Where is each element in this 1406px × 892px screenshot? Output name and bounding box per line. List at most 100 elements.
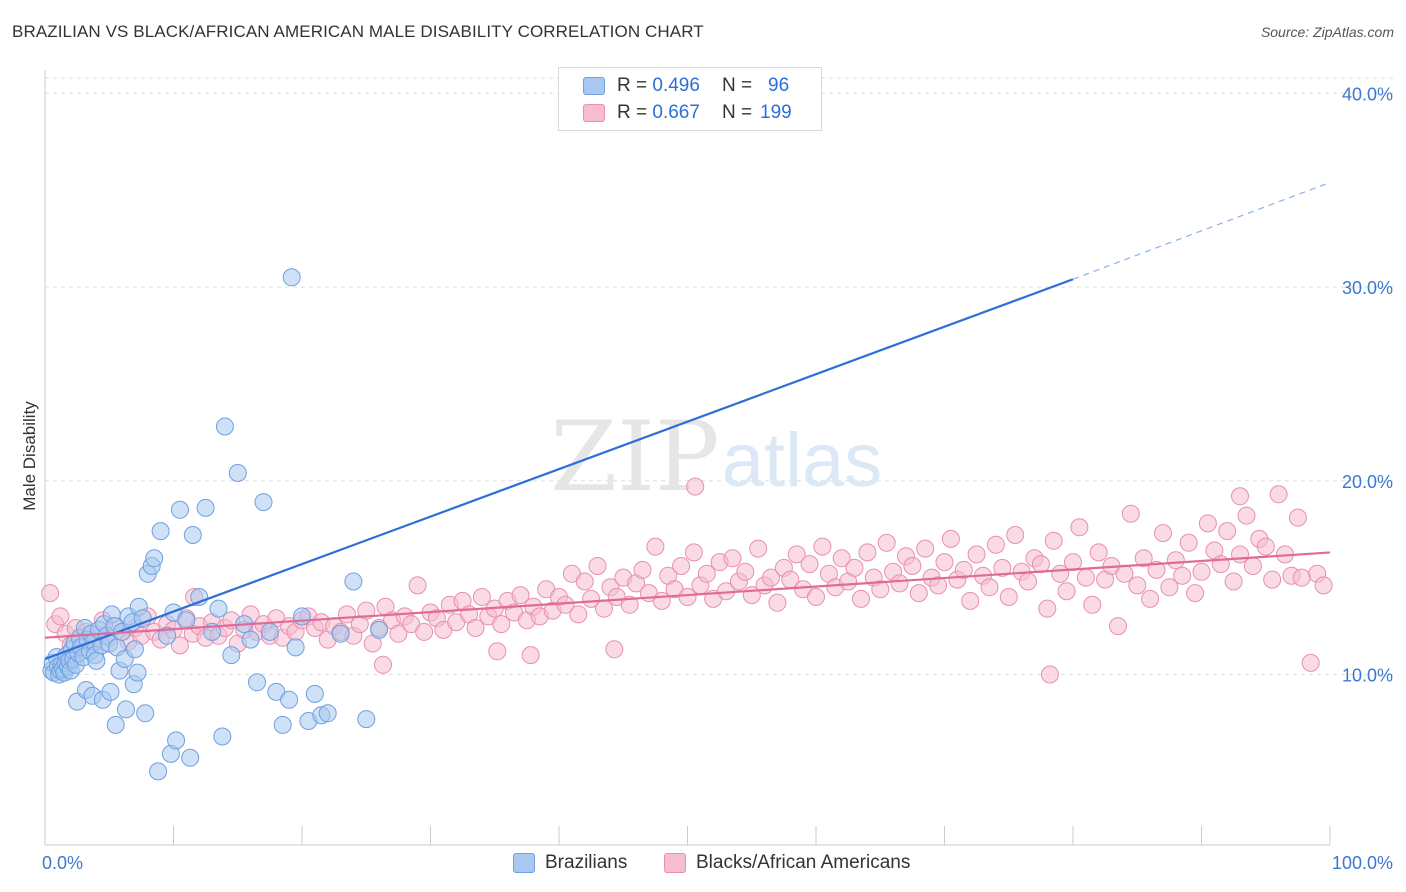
blacks-point [686,477,705,496]
blacks-point [466,619,485,637]
blacks-point [1109,617,1127,636]
blacks-point [1057,582,1076,601]
blacks-point [1089,543,1108,562]
bottom-legend: Brazilians Blacks/African Americans [0,852,1406,878]
blacks-point [1076,568,1095,587]
brazilians-point [133,609,152,628]
blacks-point [1147,560,1166,579]
brazilians-point [117,700,135,719]
brazilians-point [209,599,228,618]
brazilians-point [273,715,292,734]
blacks-point [1141,589,1160,608]
blacks-point [357,601,376,620]
blacks-point [472,588,491,606]
brazilians-point [87,651,106,670]
blacks-point [1083,595,1102,614]
blacks-point [1218,522,1237,541]
blacks-point [1314,576,1333,595]
legend: R = 0.496 N = 96 R = 0.667 N = 199 [558,67,822,131]
brazilians-point [128,663,147,682]
blacks-point [582,589,601,608]
blacks-point [521,646,540,665]
blacks-point [967,545,986,564]
brazilians-point [167,731,186,750]
bottom-legend-brazilians[interactable]: Brazilians [513,852,627,874]
bottom-legend-blacks[interactable]: Blacks/African Americans [664,852,910,874]
blacks-point [672,557,691,575]
blacks-point [999,588,1018,606]
blacks-point [1154,524,1172,543]
y-tick-label: 10.0% [1342,666,1393,686]
watermark-atlas: atlas [722,418,883,503]
blacks-point [871,580,890,599]
watermark-zip: ZIP [550,401,719,513]
blacks-point [1031,555,1050,574]
brazilians-point [106,715,125,734]
brazilians-point [181,748,200,767]
x-tick-label: 100.0% [1332,853,1393,873]
blacks-point [749,539,768,558]
y-tick-label: 30.0% [1342,278,1393,298]
blacks-point [41,584,60,603]
brazilians-point [370,620,389,639]
blacks-point [1173,566,1192,585]
blacks-point [1064,553,1082,572]
blacks-point [511,586,530,605]
trendline-brazilians-projection [1072,181,1331,280]
trendline-blacks [44,551,1331,639]
legend-r-label: R = [617,102,648,123]
blacks-point [1006,526,1025,544]
blacks-point [736,562,755,581]
brazilians-point [305,684,324,703]
blacks-point [1224,572,1243,591]
blacks-point [1243,557,1262,575]
blacks-point [768,593,787,612]
blacks-point [787,545,806,564]
brazilians-point [293,607,311,626]
blacks-point [1186,584,1205,603]
y-axis-label: Male Disability [20,401,39,511]
blacks-point [1263,570,1282,589]
blacks-point [980,578,999,597]
legend-n-label: N = [721,75,753,96]
brazilians-point [260,622,279,641]
legend-row-blacks: R = 0.667 N = 199 [583,101,792,125]
blacks-point [1179,533,1198,552]
blacks-point [1040,665,1059,684]
brazilians-point [177,611,196,630]
brazilians-point [196,498,215,517]
blacks-point [1231,487,1249,506]
blacks-point [941,529,960,548]
brazilians-point [183,526,202,544]
brazilians-point [248,673,266,692]
blacks-point [1070,518,1089,537]
blacks-point [408,576,427,595]
blacks-point [890,574,909,593]
legend-row-brazilians: R = 0.496 N = 96 [583,74,789,98]
blacks-point [800,555,819,574]
blacks-point [1288,508,1307,527]
chart-source: Source: ZipAtlas.com [1260,24,1394,40]
brazilians-point [254,493,273,512]
chart-title: BRAZILIAN VS BLACK/AFRICAN AMERICAN MALE… [12,22,704,41]
brazilians-point [149,762,168,781]
blacks-point [807,588,825,606]
blacks-point [1269,485,1288,504]
legend-n-label: N = [721,102,753,123]
blacks-point [51,607,70,626]
brazilians-point [151,522,170,541]
brazilians-point [136,704,155,723]
blacks-point [1160,578,1179,597]
blacks-point [1292,568,1311,587]
blacks-point [697,564,716,583]
legend-n-value: 199 [760,102,792,123]
blacks-point [1134,549,1153,568]
blacks-point [986,535,1005,554]
blacks-point [1038,599,1057,618]
brazilians-point [213,727,232,746]
blacks-point [813,537,832,556]
blacks-point [633,560,652,579]
blacks-point [389,624,408,643]
blacks-point [646,537,665,556]
blacks-point [845,558,864,577]
